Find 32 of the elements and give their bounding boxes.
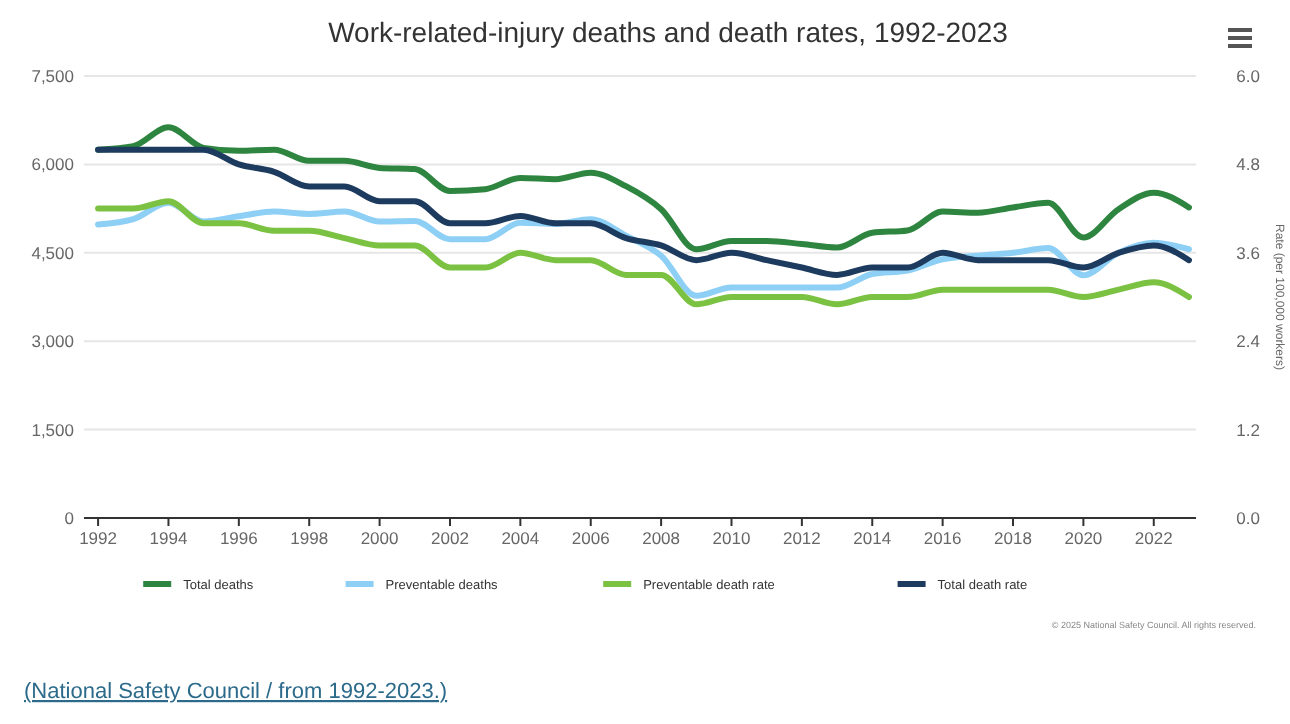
y2-tick-label: 3.6: [1236, 242, 1261, 263]
y2-tick-label: 0.0: [1236, 508, 1261, 528]
x-tick-label: 2020: [1064, 528, 1103, 548]
x-tick-label: 2008: [642, 528, 681, 548]
x-tick-label: 2022: [1134, 528, 1174, 548]
x-tick-label: 2006: [571, 528, 611, 548]
x-tick-label: 2016: [923, 528, 963, 548]
x-tick-label: 2014: [853, 528, 892, 548]
x-tick-label: 1992: [79, 528, 118, 548]
y-tick-label: 1,500: [31, 419, 75, 440]
y-tick-label: 7,500: [31, 66, 75, 86]
x-tick-label: 1998: [290, 528, 329, 548]
x-tick-label: 2004: [501, 528, 540, 548]
x-tick-label: 1996: [219, 528, 259, 548]
y2-tick-label: 4.8: [1236, 154, 1261, 175]
text: (National Safety Council / from 1992-2023.): [24, 680, 448, 704]
y-tick-label: 4,500: [31, 242, 75, 263]
y2-tick-label: 2.4: [1236, 331, 1261, 352]
y2-tick-label: 6.0: [1236, 66, 1261, 86]
x-tick-label: 2000: [360, 528, 400, 548]
x-tick-label: 2002: [431, 528, 470, 548]
y-tick-label: 0: [64, 508, 75, 528]
line-series: [95, 124, 1192, 253]
x-tick-label: 1994: [149, 528, 188, 548]
x-tick-label: 2018: [994, 528, 1033, 548]
x-tick-label: 2010: [712, 528, 751, 548]
y-tick-label: 3,000: [31, 331, 75, 352]
x-tick-label: 2012: [782, 528, 822, 548]
y2-tick-label: 1.2: [1236, 419, 1261, 440]
line-series: [95, 146, 1192, 278]
chart-title: Work-related-injury deaths and death rates, 1992-2023: [328, 16, 1009, 48]
y-tick-label: 6,000: [31, 154, 75, 175]
